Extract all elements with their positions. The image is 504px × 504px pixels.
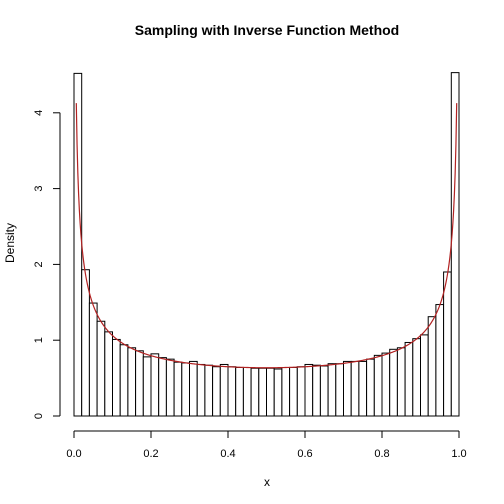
histogram-bar [366, 358, 375, 417]
histogram-bar [135, 350, 144, 417]
y-tick-label: 4 [33, 110, 45, 116]
histogram-bar [396, 347, 406, 417]
histogram-bar [73, 72, 83, 417]
histogram-bar [350, 360, 360, 417]
chart-title: Sampling with Inverse Function Method [135, 22, 399, 38]
histogram-bar [327, 363, 337, 417]
histogram-bar [335, 363, 344, 417]
histogram-bar [242, 366, 252, 417]
y-tick-label: 1 [33, 337, 45, 343]
histogram-bar [165, 358, 175, 417]
histogram-bar [181, 362, 191, 417]
histogram-bar [343, 360, 352, 417]
y-axis: 0 1 2 3 4 [33, 110, 61, 419]
histogram-bar [258, 367, 267, 417]
x-tick-label: 0.2 [143, 448, 158, 460]
histogram-bar [250, 367, 260, 417]
histogram-bar [450, 72, 460, 417]
histogram-bar [112, 338, 121, 417]
histogram-bar [104, 331, 114, 417]
x-tick-label: 0.8 [374, 448, 389, 460]
histogram-bar [235, 366, 244, 417]
histogram-bar [358, 360, 368, 417]
histogram-bar [420, 334, 429, 417]
histogram-bar [204, 364, 214, 417]
histogram-bar [312, 364, 321, 417]
histogram-bar [127, 347, 137, 417]
x-axis-label: x [264, 475, 270, 489]
histogram-bar [373, 354, 383, 417]
histogram-bar [427, 316, 437, 417]
histogram-bar [196, 363, 206, 417]
histogram-bar [289, 366, 298, 417]
histogram-bar [273, 368, 283, 417]
histogram-bar [219, 363, 229, 417]
histogram-bar [281, 366, 291, 417]
histogram-bar [88, 302, 98, 417]
histogram-bar [119, 344, 129, 417]
x-tick-label: 0.0 [66, 448, 81, 460]
histogram-bar [296, 366, 306, 417]
histogram-bar [404, 341, 414, 417]
histogram-bar [189, 360, 198, 417]
x-axis: 0.0 0.2 0.4 0.6 0.8 1.0 [66, 430, 467, 460]
histogram-bar [142, 356, 152, 417]
y-tick-label: 2 [33, 261, 45, 267]
y-axis-label: Density [3, 223, 17, 263]
histogram-bar [173, 361, 183, 417]
y-tick-label: 3 [33, 186, 45, 192]
histogram-bar [304, 363, 314, 417]
x-tick-label: 1.0 [451, 448, 466, 460]
histogram-bar [381, 352, 391, 417]
histogram-bar [319, 365, 329, 417]
histogram-bar [435, 304, 445, 417]
histogram-bar [96, 320, 106, 417]
histogram-bar [266, 367, 275, 417]
histogram-bar [150, 353, 160, 417]
y-tick-label: 0 [33, 413, 45, 419]
histogram-bar [443, 271, 452, 417]
histogram-bar [81, 269, 90, 417]
histogram-bar [389, 348, 398, 417]
histogram-bar [227, 366, 237, 417]
x-tick-label: 0.6 [297, 448, 312, 460]
histogram-bar [212, 366, 221, 417]
histogram-bar [412, 338, 421, 417]
histogram-bar [158, 357, 167, 417]
x-tick-label: 0.4 [220, 448, 235, 460]
density-curve [75, 103, 458, 369]
histogram-bars [73, 72, 460, 417]
